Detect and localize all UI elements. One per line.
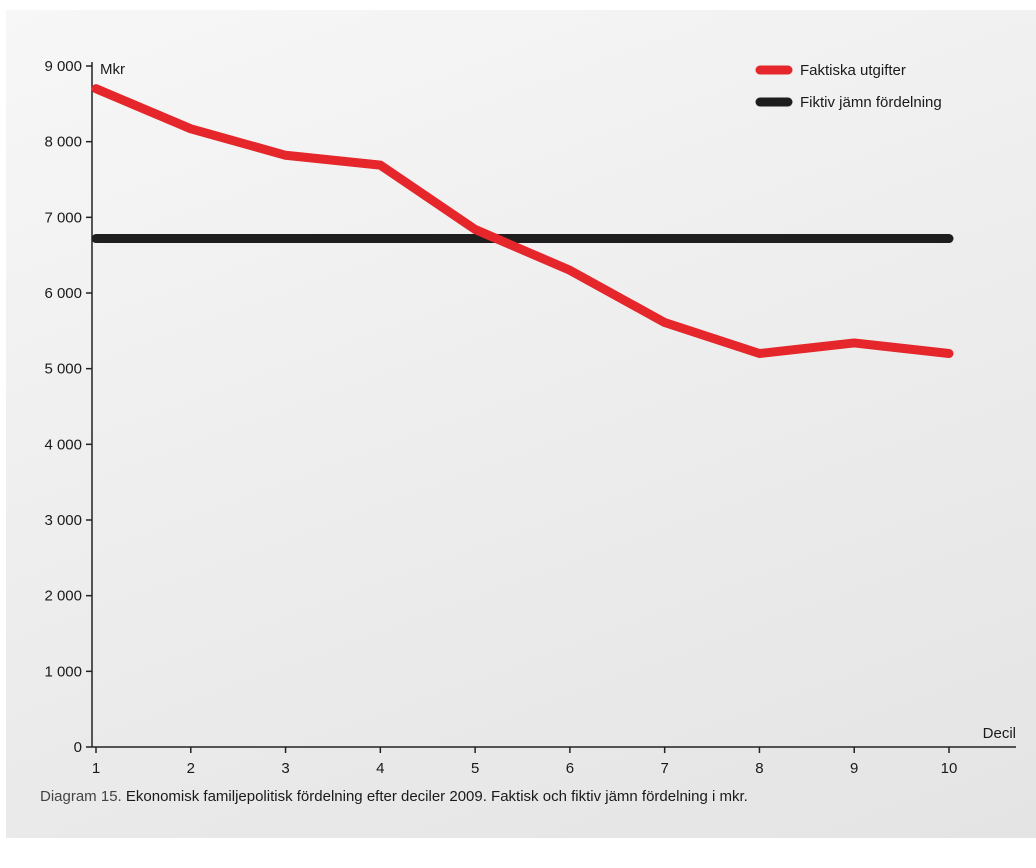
line-chart: 0 1 000 2 000 3 000 4 000 5 000 6 000 7 000 8 00… (44, 58, 1016, 777)
y-tick-label: 2 000 (44, 588, 82, 605)
x-tick-label: 2 (187, 760, 195, 777)
y-tick-label: 0 (74, 739, 82, 756)
y-tick-label: 9 000 (44, 58, 82, 75)
y-tick-label: 6 000 (44, 285, 82, 302)
caption-text: Ekonomisk familjepolitisk fördelning eft… (125, 788, 748, 805)
x-tick-label: 8 (755, 760, 763, 777)
x-tick-label: 4 (376, 760, 384, 777)
x-tick-label: 3 (281, 760, 289, 777)
x-tick-label: 5 (471, 760, 479, 777)
y-tick-label: 1 000 (44, 663, 82, 680)
y-tick-label: 4 000 (44, 436, 82, 453)
chart-panel: 0 1 000 2 000 3 000 4 000 5 000 6 000 7 000 8 00… (6, 10, 1036, 838)
series-line-0 (91, 84, 954, 359)
unit-label: Mkr (100, 61, 125, 78)
x-axis-label: Decil (983, 725, 1016, 742)
y-tick-label: 8 000 (44, 134, 82, 151)
x-tick-label: 10 (941, 760, 958, 777)
y-tick-label: 5 000 (44, 361, 82, 378)
x-tick-label: 7 (660, 760, 668, 777)
legend: Faktiska utgifter Fiktiv jämn fördelning (755, 62, 942, 111)
series-layer (91, 84, 954, 359)
axes: 0 1 000 2 000 3 000 4 000 5 000 6 000 7 000 8 00… (44, 58, 1016, 777)
x-tick-label: 9 (850, 760, 858, 777)
x-tick-label: 1 (92, 760, 100, 777)
x-tick-label: 6 (566, 760, 574, 777)
y-tick-label: 3 000 (44, 512, 82, 529)
legend-label-0: Faktiska utgifter (800, 62, 906, 79)
caption-prefix: Diagram 15. (40, 788, 122, 805)
legend-label-1: Fiktiv jämn fördelning (800, 94, 942, 111)
y-tick-label: 7 000 (44, 209, 82, 226)
figure-caption: Diagram 15. Ekonomisk familjepolitisk fö… (40, 788, 1030, 805)
